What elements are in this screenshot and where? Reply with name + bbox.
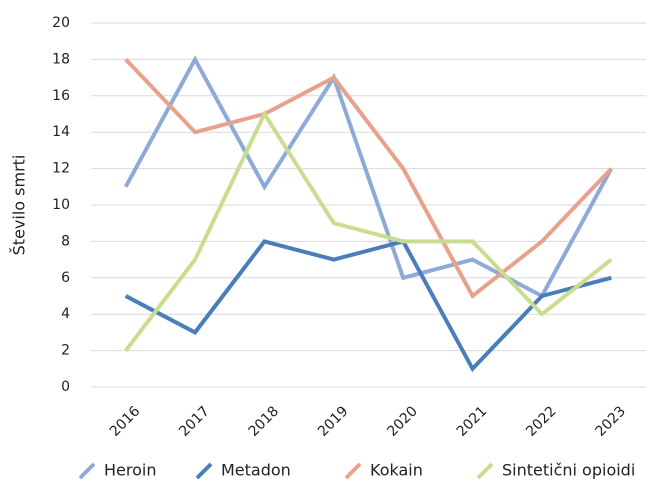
x-tick-label: 2020 [384,403,421,440]
legend-swatch [344,462,362,480]
y-tick-label: 10 [52,197,70,213]
y-tick-label: 6 [61,270,70,286]
x-tick-label: 2016 [107,403,144,440]
series-line [124,109,613,352]
y-tick-label: 8 [61,233,70,249]
x-tick-label: 2017 [176,403,213,440]
legend-label: Kokain [370,461,423,480]
y-tick-label: 2 [61,343,70,359]
y-tick-label: 20 [52,15,70,31]
y-tick-label: 12 [52,161,70,177]
legend-label: Heroin [104,461,156,480]
y-axis-label: Število smrti [10,155,29,256]
legend-swatch [78,462,96,480]
x-tick-label: 2023 [592,403,629,440]
series-line [124,58,613,300]
series-line [123,55,614,299]
x-tick-label: 2018 [246,403,283,440]
series-line [124,239,612,373]
y-tick-label: 14 [52,124,70,140]
y-tick-label: 4 [61,306,70,322]
x-tick-label: 2019 [315,403,352,440]
y-tick-label: 18 [52,51,70,67]
legend-label: Metadon [221,461,291,480]
legend-swatch [195,462,213,480]
y-tick-label: 0 [61,379,70,395]
x-tick-label: 2022 [523,403,560,440]
legend-label: Sintetični opioidi [502,461,635,480]
legend-swatch [476,462,494,480]
x-tick-label: 2021 [454,403,491,440]
y-tick-label: 16 [52,88,70,104]
